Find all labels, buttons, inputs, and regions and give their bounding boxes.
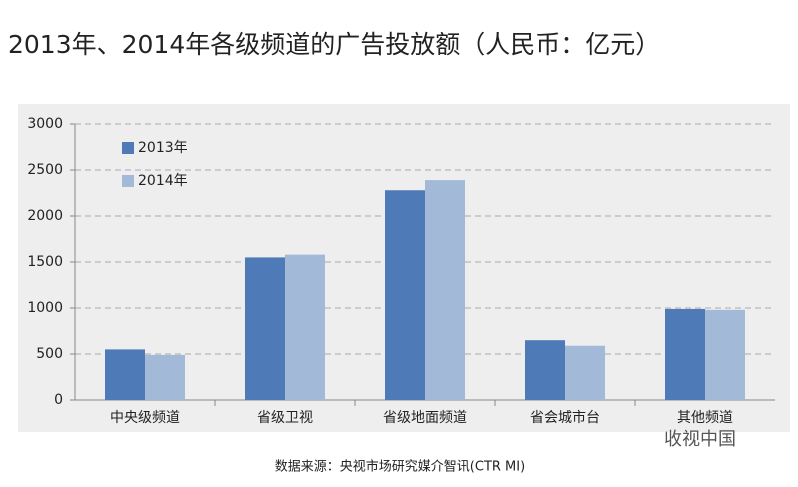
source-note: 数据来源：央视市场研究媒介智讯(CTR MI)	[275, 459, 525, 475]
bar	[705, 309, 745, 400]
y-tick-label: 2500	[27, 162, 63, 178]
y-tick-label: 2000	[27, 208, 63, 224]
bar	[385, 190, 425, 400]
watermark: 收视中国	[664, 429, 736, 450]
legend-swatch	[122, 175, 134, 187]
y-tick-label: 0	[54, 392, 63, 408]
bar	[105, 349, 145, 400]
x-tick-label: 中央级频道	[110, 410, 180, 426]
bar	[565, 345, 605, 400]
bar	[245, 257, 285, 400]
y-tick-label: 500	[36, 346, 63, 362]
x-tick-label: 省会城市台	[530, 409, 600, 426]
bar	[145, 354, 185, 400]
chart-title: 2013年、2014年各级频道的广告投放额（人民币：亿元）	[8, 30, 660, 59]
x-tick-label: 省级地面频道	[383, 410, 467, 426]
legend-swatch	[122, 142, 134, 154]
y-tick-label: 3000	[27, 116, 63, 132]
y-tick-label: 1000	[27, 300, 63, 316]
bar	[525, 340, 565, 400]
bar	[665, 308, 705, 400]
bar	[425, 180, 465, 400]
y-tick-label: 1500	[27, 254, 63, 270]
legend-label: 2014年	[138, 173, 188, 189]
bar	[285, 254, 325, 400]
x-tick-label: 其他频道	[677, 410, 733, 426]
legend-label: 2013年	[138, 140, 188, 156]
x-tick-label: 省级卫视	[257, 410, 313, 426]
